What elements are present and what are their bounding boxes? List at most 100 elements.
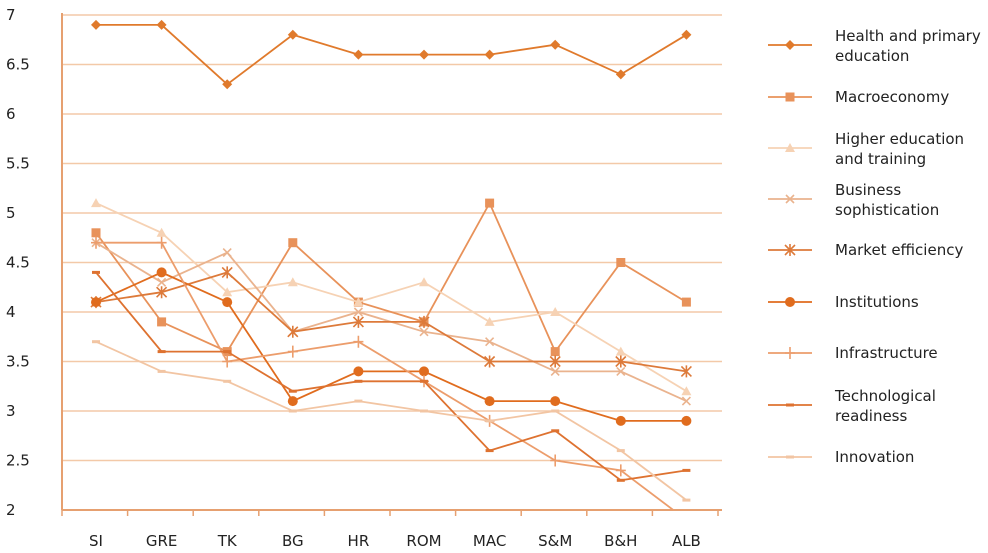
data-point xyxy=(784,244,796,256)
data-point xyxy=(785,347,795,359)
legend-label: Innovation xyxy=(835,448,914,466)
data-point xyxy=(484,396,495,407)
data-point xyxy=(616,449,625,453)
data-point xyxy=(222,355,233,368)
data-point xyxy=(485,337,495,347)
legend-item: Macroeconomy xyxy=(768,88,949,106)
legend-label: and training xyxy=(835,150,926,168)
data-point xyxy=(550,366,560,376)
legend-label: Health and primary xyxy=(835,27,981,45)
y-tick-label: 6 xyxy=(6,105,16,123)
data-point xyxy=(785,194,795,204)
series-line xyxy=(95,201,687,354)
y-tick-label: 7 xyxy=(6,6,16,24)
series-line xyxy=(95,271,687,422)
data-point xyxy=(615,355,627,368)
legend-item: Infrastructure xyxy=(768,344,938,362)
x-tick-label: MAC xyxy=(473,532,506,550)
data-point xyxy=(287,325,299,338)
data-point xyxy=(419,277,429,287)
y-tick-label: 3.5 xyxy=(6,353,30,371)
data-point xyxy=(288,409,297,413)
legend-label: education xyxy=(835,47,909,65)
data-point xyxy=(551,429,560,433)
data-point xyxy=(156,236,167,249)
data-point xyxy=(156,227,167,237)
data-point xyxy=(221,266,233,279)
data-point xyxy=(222,248,232,258)
x-tick-label: B&H xyxy=(604,532,637,550)
series-8 xyxy=(92,270,691,482)
legend-item: Institutions xyxy=(768,293,919,311)
data-point xyxy=(615,69,626,80)
x-tick-label: TK xyxy=(217,532,238,550)
x-tick-label: S&M xyxy=(538,532,572,550)
x-tick-label: ROM xyxy=(406,532,441,550)
data-point xyxy=(419,327,429,337)
y-tick-label: 2.5 xyxy=(6,452,30,470)
data-point xyxy=(615,346,626,356)
y-tick-label: 6.5 xyxy=(6,56,30,74)
series-line xyxy=(95,271,687,482)
data-point xyxy=(92,270,100,274)
data-point xyxy=(91,236,101,249)
data-point xyxy=(91,228,101,238)
data-point xyxy=(785,40,795,50)
series-lines xyxy=(90,19,692,511)
series-line xyxy=(96,241,674,511)
series-6 xyxy=(91,267,692,426)
data-point xyxy=(223,379,232,383)
data-point xyxy=(550,39,561,50)
data-point xyxy=(680,365,692,378)
legend-label: Infrastructure xyxy=(835,344,938,362)
data-point xyxy=(287,277,298,287)
y-tick-label: 2 xyxy=(6,501,16,519)
data-point xyxy=(418,315,430,328)
data-point xyxy=(354,399,363,403)
data-point xyxy=(681,386,692,396)
data-point xyxy=(785,143,795,152)
legend-label: Higher education xyxy=(835,130,964,148)
y-tick-label: 3 xyxy=(6,402,16,420)
series-1 xyxy=(91,19,692,90)
data-point xyxy=(485,449,494,453)
x-tick-label: GRE xyxy=(146,532,178,550)
x-tick-label: BG xyxy=(282,532,304,550)
y-tick-label: 4 xyxy=(6,303,16,321)
data-point xyxy=(353,297,364,307)
y-tick-label: 5 xyxy=(6,204,16,222)
y-tick-label: 5.5 xyxy=(6,155,30,173)
data-point xyxy=(485,198,495,208)
data-point xyxy=(786,403,794,407)
data-point xyxy=(786,455,794,459)
data-point xyxy=(287,396,298,407)
legend-label: Business xyxy=(835,181,901,199)
legend-label: readiness xyxy=(835,407,907,425)
legend-item: Business sophistication xyxy=(768,181,939,219)
axes xyxy=(61,13,722,516)
data-point xyxy=(615,464,626,477)
data-point xyxy=(222,287,233,297)
data-point xyxy=(549,355,561,368)
data-point xyxy=(92,340,100,344)
y-tick-labels: 7 6.5 6 5.5 5 4.5 4 3.5 3 2.5 2 xyxy=(6,6,30,519)
data-point xyxy=(785,92,795,102)
legend-item: Innovation xyxy=(768,448,914,466)
data-point xyxy=(681,396,691,406)
data-point xyxy=(550,396,561,407)
series-line xyxy=(95,271,687,373)
x-tick-label: SI xyxy=(89,532,103,550)
data-point xyxy=(91,297,101,308)
series-line xyxy=(95,340,687,501)
data-point xyxy=(157,369,166,373)
data-point xyxy=(616,366,626,376)
data-point xyxy=(484,316,495,326)
data-point xyxy=(353,49,364,60)
legend-label: sophistication xyxy=(835,201,939,219)
data-point xyxy=(420,409,428,413)
data-point xyxy=(551,409,560,413)
data-point xyxy=(353,307,363,317)
data-point xyxy=(287,345,298,358)
data-point xyxy=(222,297,233,308)
